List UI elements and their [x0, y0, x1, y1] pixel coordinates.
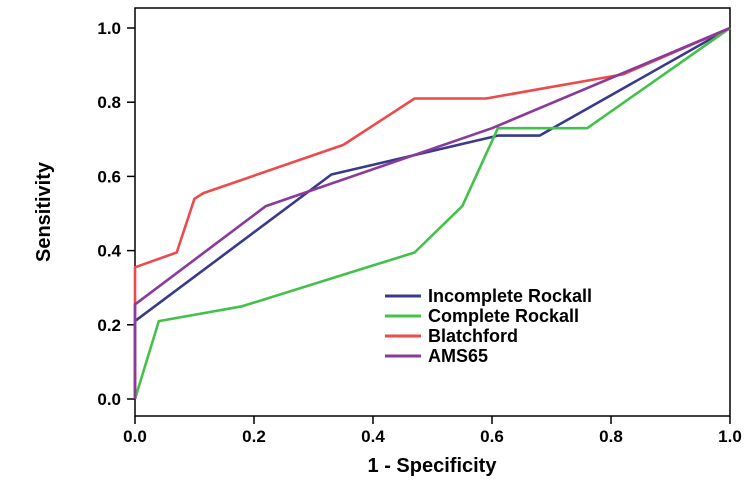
series-line-complete-rockall: [133, 26, 731, 400]
legend-label-blatchford: Blatchford: [428, 326, 518, 346]
legend-label-incomplete-rockall: Incomplete Rockall: [428, 286, 592, 306]
x-tick-label: 0.6: [480, 427, 504, 446]
y-tick-label: 0.8: [97, 93, 121, 112]
y-axis-title: Sensitivity: [33, 161, 55, 262]
x-axis: 0.0 0.2 0.4 0.6 0.8 1.0: [123, 416, 742, 446]
x-tick-label: 0.8: [599, 427, 623, 446]
y-tick-label: 0.2: [97, 316, 121, 335]
y-tick-label: 1.0: [97, 19, 121, 38]
y-axis: 0.0 0.2 0.4 0.6 0.8 1.0: [97, 19, 135, 409]
x-tick-label: 1.0: [718, 427, 742, 446]
plot-area-frame: [134, 7, 731, 417]
x-tick-label: 0.0: [123, 427, 147, 446]
y-tick-label: 0.6: [97, 167, 121, 186]
legend-label-ams65: AMS65: [428, 346, 488, 366]
x-tick-label: 0.4: [361, 427, 385, 446]
y-tick-label: 0.4: [97, 242, 121, 261]
x-axis-title: 1 - Specificity: [368, 455, 498, 477]
x-tick-label: 0.2: [242, 427, 266, 446]
series-line-ams65: [133, 26, 731, 399]
series-line-blatchford: [133, 26, 731, 399]
legend-label-complete-rockall: Complete Rockall: [428, 306, 579, 326]
y-tick-label: 0.0: [97, 390, 121, 409]
series-layer: [133, 26, 731, 400]
